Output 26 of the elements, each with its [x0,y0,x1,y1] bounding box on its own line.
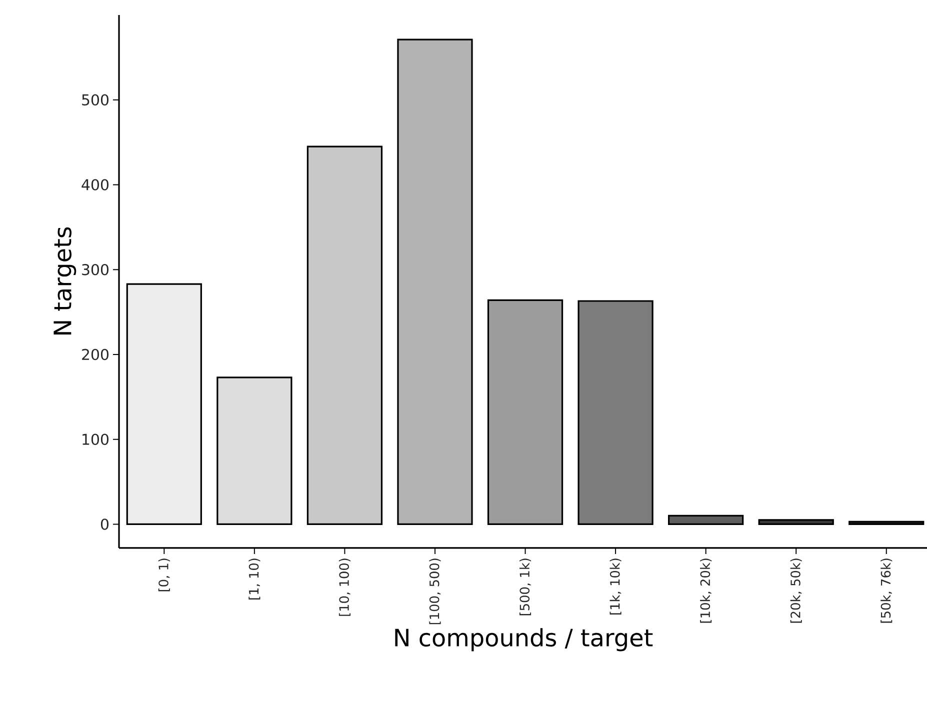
bar [306,146,383,526]
x-tick-label: [50k, 76k) [880,558,892,623]
x-tick-label: [0, 1) [158,558,170,592]
y-tick-label: 500 [82,94,108,106]
bar [126,283,202,526]
y-tick-label: 400 [82,179,108,190]
bar [578,300,654,526]
y-tick-label: 100 [82,434,108,446]
y-tick-label: 300 [82,264,108,276]
bar [216,376,292,526]
x-tick-label: [500, 1k) [519,558,532,616]
x-tick-label: [10k, 20k) [700,558,712,623]
x-tick-label: [100, 500) [429,558,441,624]
bar [668,514,744,526]
y-tick-label: 200 [82,348,108,360]
y-axis-title: N targets [54,227,76,334]
bar [487,299,564,526]
bar [848,520,924,526]
x-tick-label: [20k, 50k) [790,558,802,623]
y-tick-label: 0 [100,518,108,530]
x-tick-label: [1k, 10k) [610,558,622,614]
bar [397,38,473,526]
bar [758,519,834,526]
x-axis-title: N compounds / target [395,628,653,652]
x-tick-label: [1, 10) [248,558,260,600]
x-tick-label: [10, 100) [338,558,350,616]
